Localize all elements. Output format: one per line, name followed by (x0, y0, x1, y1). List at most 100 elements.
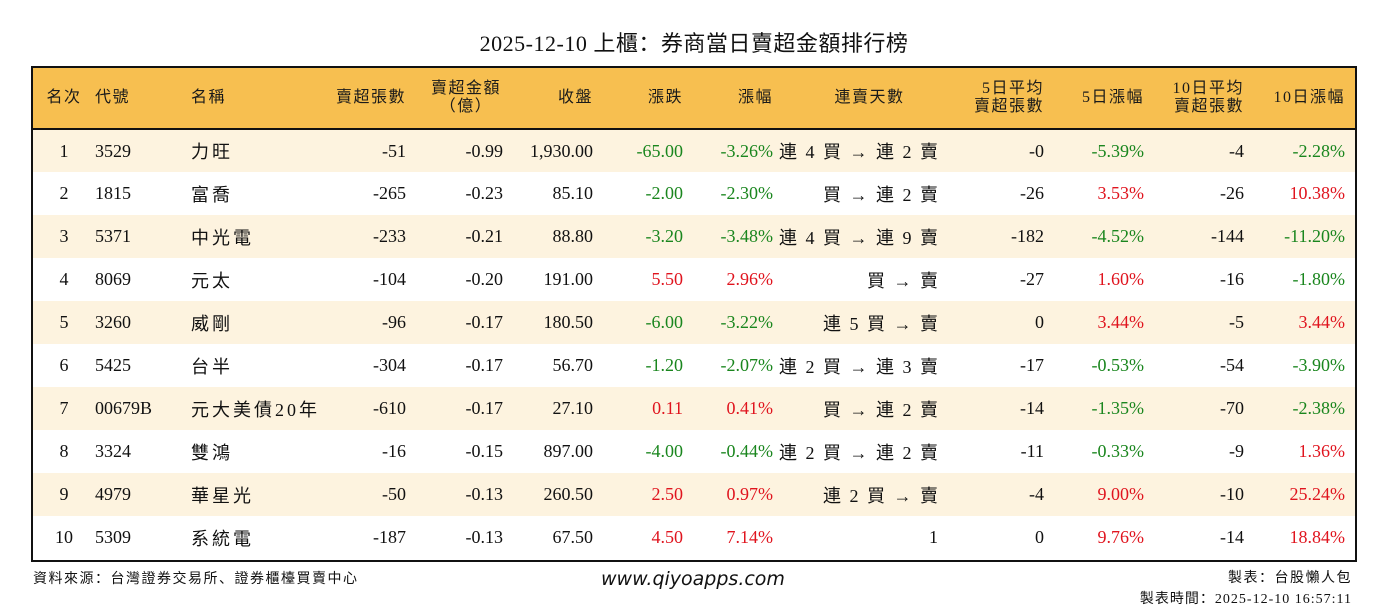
cell-name: 台半 (191, 356, 233, 377)
cell-streak: 連 4 買 → 連 2 賣 (779, 142, 940, 162)
cell-rank: 8 (59, 441, 69, 461)
cell-code: 00679B (95, 398, 153, 418)
cell-pct5: 9.76% (1097, 527, 1145, 547)
cell-name: 元太 (191, 270, 233, 291)
table-row[interactable]: 6 5425 台半 -304 -0.17 56.70 -1.20 -2.07% 連 2 買 → … (33, 344, 1355, 387)
cell-avg10: -9 (1229, 441, 1244, 461)
cell-avg5: -11 (1020, 441, 1044, 461)
cell-name: 雙鴻 (191, 442, 233, 463)
cell-pct10: 3.44% (1298, 312, 1346, 332)
cell-avg10: -10 (1220, 484, 1244, 504)
cell-name: 力旺 (191, 142, 233, 162)
cell-pct10: 1.36% (1298, 441, 1346, 461)
cell-avg5: -17 (1020, 355, 1044, 375)
cell-avg10: -14 (1220, 527, 1244, 547)
cell-name: 元大美債20年 (191, 399, 320, 420)
table-row[interactable]: 8 3324 雙鴻 -16 -0.15 897.00 -4.00 -0.44% 連 2 買 → … (33, 430, 1355, 473)
table-row[interactable]: 3 5371 中光電 -233 -0.21 88.80 -3.20 -3.48% 連 4 買 →… (33, 215, 1355, 258)
table-row[interactable]: 10 5309 系統電 -187 -0.13 67.50 4.50 7.14% 1 0 9.76% -… (33, 516, 1355, 559)
table-row[interactable]: 2 1815 富喬 -265 -0.23 85.10 -2.00 -2.30% 買 → 連 2 … (33, 172, 1355, 215)
cell-pct5: -0.53% (1091, 355, 1145, 375)
cell-change-pct: 0.97% (726, 484, 774, 504)
cell-pct10: 10.38% (1289, 183, 1346, 203)
header-avg5-line1: 5日平均 (981, 80, 1044, 97)
header-code: 代號 (95, 68, 181, 130)
ranking-table: 名次 代號 名稱 賣超張數 賣超金額 （億） 收盤 漲跌 漲幅 連賣天數 5日平… (33, 68, 1355, 559)
cell-avg10: -5 (1229, 312, 1244, 332)
cell-sell-amount: -0.23 (465, 183, 504, 203)
cell-rank: 5 (59, 312, 69, 332)
cell-streak: 買 → 賣 (867, 270, 940, 291)
cell-code: 8069 (95, 269, 131, 289)
cell-change: 4.50 (651, 527, 684, 547)
cell-close: 897.00 (543, 441, 594, 461)
cell-change-pct: 0.41% (726, 398, 774, 418)
cell-rank: 7 (59, 398, 69, 418)
header-pct5: 5日漲幅 (1046, 68, 1146, 130)
cell-streak: 連 2 買 → 賣 (823, 485, 940, 506)
table-row[interactable]: 5 3260 威剛 -96 -0.17 180.50 -6.00 -3.22% 連 5 買 → … (33, 301, 1355, 344)
cell-change-pct: 2.96% (726, 269, 774, 289)
header-avg10-line2: 賣超張數 (1173, 98, 1244, 115)
ranking-table-container: 名次 代號 名稱 賣超張數 賣超金額 （億） 收盤 漲跌 漲幅 連賣天數 5日平… (31, 66, 1357, 562)
cell-sell-amount: -0.21 (465, 226, 504, 246)
cell-sell-shares: -610 (373, 398, 406, 418)
cell-sell-amount: -0.17 (465, 312, 504, 332)
header-change: 漲跌 (596, 68, 686, 130)
cell-change-pct: -0.44% (720, 441, 774, 461)
cell-change-pct: -3.22% (720, 312, 774, 332)
cell-sell-amount: -0.15 (465, 441, 504, 461)
cell-avg10: -4 (1229, 140, 1244, 161)
cell-close: 191.00 (543, 269, 594, 289)
cell-avg10: -144 (1211, 226, 1244, 246)
cell-sell-shares: -187 (373, 527, 406, 547)
cell-change-pct: -3.26% (720, 140, 774, 161)
table-row[interactable]: 1 3529 力旺 -51 -0.99 1,930.00 -65.00 -3.26% 連 4 買… (33, 129, 1355, 172)
cell-streak: 連 2 買 → 連 2 賣 (779, 442, 940, 463)
cell-streak: 連 5 買 → 賣 (823, 313, 940, 334)
cell-change-pct: -2.07% (720, 355, 774, 375)
cell-change: 2.50 (651, 484, 684, 504)
cell-avg5: -14 (1020, 398, 1044, 418)
cell-sell-amount: -0.17 (465, 355, 504, 375)
cell-rank: 9 (59, 484, 69, 504)
header-name: 名稱 (181, 68, 311, 130)
cell-close: 88.80 (552, 226, 594, 246)
header-avg5: 5日平均 賣超張數 (943, 68, 1046, 130)
cell-streak: 買 → 連 2 賣 (823, 184, 940, 205)
cell-pct5: -1.35% (1091, 398, 1145, 418)
cell-code: 5371 (95, 226, 131, 246)
cell-change: 5.50 (651, 269, 684, 289)
header-sell-amount-line1: 賣超金額 (430, 80, 501, 97)
cell-avg5: 0 (1035, 527, 1044, 547)
cell-pct5: -4.52% (1091, 226, 1145, 246)
cell-sell-shares: -50 (382, 484, 406, 504)
table-row[interactable]: 9 4979 華星光 -50 -0.13 260.50 2.50 0.97% 連 2 買 → 賣… (33, 473, 1355, 516)
cell-code: 3324 (95, 441, 131, 461)
website-link[interactable]: www.qiyoapps.com (601, 568, 785, 590)
table-row[interactable]: 4 8069 元太 -104 -0.20 191.00 5.50 2.96% 買 → 賣 -27 1… (33, 258, 1355, 301)
cell-name: 華星光 (191, 485, 254, 506)
cell-avg5: -182 (1011, 226, 1044, 246)
cell-sell-amount: -0.99 (465, 140, 504, 161)
cell-change: 0.11 (652, 398, 683, 418)
cell-pct10: -11.20% (1284, 226, 1345, 246)
cell-change: -3.20 (645, 226, 684, 246)
cell-avg10: -26 (1220, 183, 1244, 203)
cell-sell-amount: -0.13 (465, 527, 504, 547)
cell-close: 85.10 (552, 183, 594, 203)
cell-pct5: -0.33% (1091, 441, 1145, 461)
header-streak: 連賣天數 (776, 68, 943, 130)
cell-close: 260.50 (543, 484, 594, 504)
page-title: 2025-12-10 上櫃：券商當日賣超金額排行榜 (479, 31, 909, 56)
cell-change: -1.20 (645, 355, 684, 375)
cell-name: 富喬 (191, 184, 233, 205)
cell-avg10: -70 (1220, 398, 1244, 418)
cell-pct10: 18.84% (1289, 527, 1346, 547)
cell-rank: 3 (59, 226, 69, 246)
header-avg10-line1: 10日平均 (1172, 80, 1244, 97)
header-avg5-line2: 賣超張數 (973, 98, 1044, 115)
table-row[interactable]: 7 00679B 元大美債20年 -610 -0.17 27.10 0.11 0.41% 買 →… (33, 387, 1355, 430)
cell-pct5: 3.53% (1097, 183, 1145, 203)
cell-pct5: -5.39% (1091, 140, 1145, 161)
